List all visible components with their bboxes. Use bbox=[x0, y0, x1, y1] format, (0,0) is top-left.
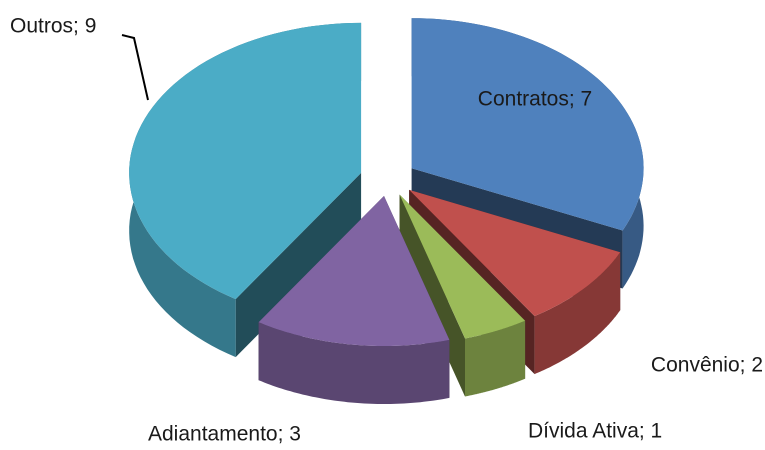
pie-slice bbox=[409, 189, 621, 317]
data-label: Convênio; 2 bbox=[651, 354, 763, 377]
data-label: Dívida Ativa; 1 bbox=[528, 420, 662, 443]
pie-slice bbox=[129, 22, 362, 300]
data-label: Outros; 9 bbox=[10, 15, 96, 38]
pie-slice bbox=[399, 194, 526, 339]
data-label: Adiantamento; 3 bbox=[148, 423, 301, 446]
pie-slice bbox=[258, 196, 450, 346]
pie-slice bbox=[411, 18, 644, 231]
slice-rim bbox=[465, 320, 526, 397]
leader-line bbox=[121, 34, 149, 101]
slice-side bbox=[235, 172, 362, 358]
slice-rim bbox=[258, 322, 450, 404]
slice-rim bbox=[534, 252, 621, 375]
data-label: Contratos; 7 bbox=[478, 88, 592, 111]
